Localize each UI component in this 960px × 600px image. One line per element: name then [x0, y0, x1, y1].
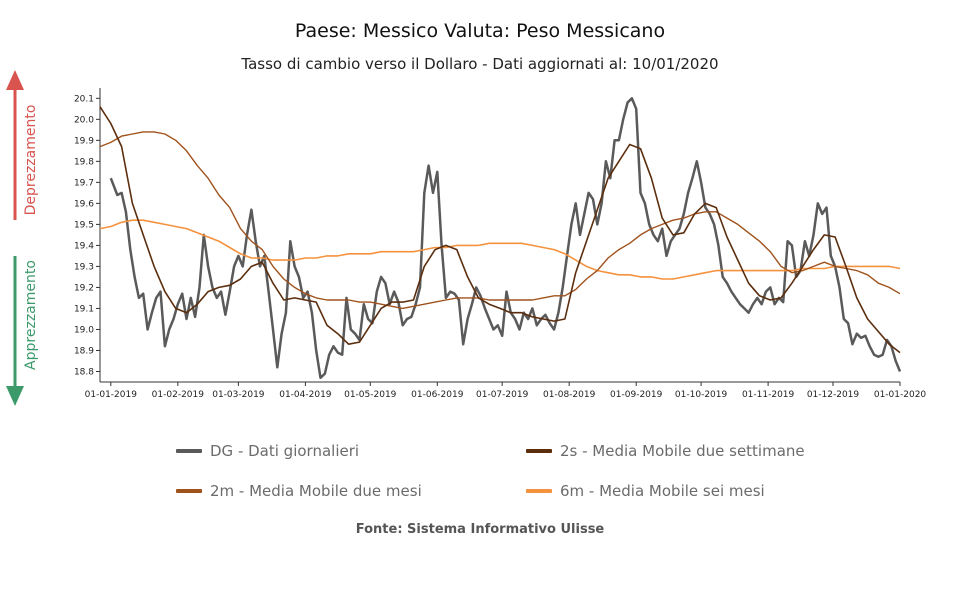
chart-title: Paese: Messico Valuta: Peso Messicano	[294, 20, 666, 42]
y-tick-label: 19.1	[74, 304, 94, 314]
appreciation-arrow-head	[6, 386, 24, 406]
x-tick-label: 01-10-2019	[675, 390, 728, 400]
x-tick-label: 01-12-2019	[807, 390, 860, 400]
series-line-3	[99, 219, 901, 280]
axes: 18.8 18.9 19.0 19.1 19.2 19.3 19.4 19.5 19.6 19.7…	[74, 88, 926, 400]
series-line-0	[109, 97, 902, 380]
y-tick-label: 19.9	[74, 136, 94, 146]
y-tick-label: 19.8	[74, 157, 94, 167]
x-tick-label: 01-08-2019	[543, 390, 596, 400]
source-note: Fonte: Sistema Informativo Ulisse	[355, 522, 605, 537]
x-tick-label: 01-09-2019	[610, 390, 663, 400]
series-line-2	[99, 131, 901, 310]
x-tick-label: 01-07-2019	[476, 390, 529, 400]
side-arrows: Deprezzamento Apprezzamento	[6, 70, 39, 406]
y-tick-label: 18.8	[74, 367, 94, 377]
y-tick-label: 18.9	[74, 346, 94, 356]
x-tick-label: 01-03-2019	[212, 390, 265, 400]
y-tick-label: 19.3	[74, 262, 94, 272]
y-tick-label: 19.4	[74, 241, 94, 251]
depreciation-arrow-head	[6, 70, 24, 90]
x-tick-label: 01-04-2019	[279, 390, 332, 400]
y-tick-label: 20.1	[74, 94, 94, 104]
appreciation-label: Apprezzamento	[23, 260, 39, 370]
x-tick-label: 01-11-2019	[742, 390, 795, 400]
chart-subtitle: Tasso di cambio verso il Dollaro - Dati …	[241, 55, 719, 73]
y-tick-label: 20.0	[74, 115, 94, 125]
x-tick-label: 01-01-2020	[874, 390, 927, 400]
x-tick-label: 01-05-2019	[344, 390, 397, 400]
y-tick-label: 19.7	[74, 178, 94, 188]
series-lines	[99, 97, 902, 380]
y-tick-label: 19.0	[74, 325, 94, 335]
y-tick-label: 19.5	[74, 220, 94, 230]
y-tick-label: 19.6	[74, 199, 94, 209]
x-tick-label: 01-02-2019	[152, 390, 205, 400]
depreciation-label: Deprezzamento	[23, 105, 39, 216]
x-tick-label: 01-01-2019	[85, 390, 138, 400]
x-tick-label: 01-06-2019	[411, 390, 464, 400]
series-line-1	[99, 106, 901, 354]
y-tick-label: 19.2	[74, 283, 94, 293]
